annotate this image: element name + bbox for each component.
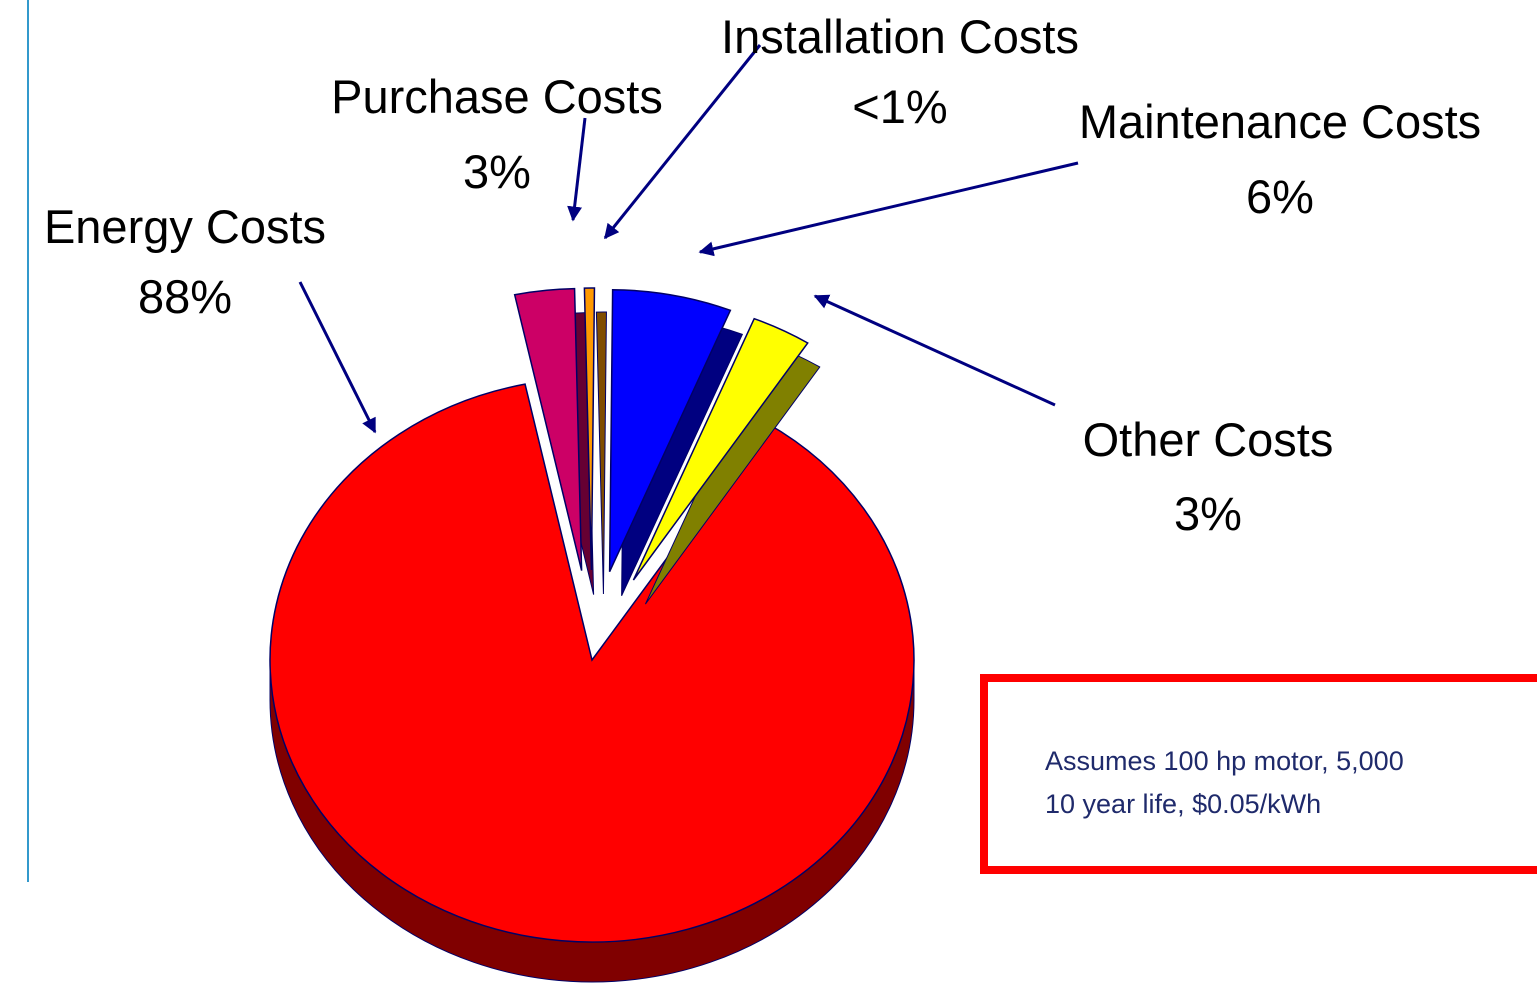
note-text: Assumes 100 hp motor, 5,000 — [1045, 746, 1404, 776]
slice — [608, 288, 732, 573]
arrow — [813, 294, 1056, 407]
arrow — [567, 117, 587, 222]
note-text: 10 year life, $0.05/kWh — [1045, 789, 1321, 819]
slice-label: Energy Costs — [44, 200, 326, 253]
slice — [583, 287, 596, 571]
slice — [513, 287, 583, 571]
arrow — [298, 281, 377, 434]
arrows — [298, 44, 1079, 434]
slice-label: Installation Costs — [721, 10, 1079, 63]
note-box — [980, 674, 1537, 874]
arrow — [603, 44, 762, 240]
slice-label: Other Costs — [1083, 413, 1334, 466]
value-label: 88% — [138, 270, 232, 323]
value-label: 3% — [1174, 487, 1242, 540]
value-label: 6% — [1246, 170, 1314, 223]
pie — [269, 287, 915, 983]
slice-label: Purchase Costs — [331, 70, 663, 123]
value-label: 3% — [463, 145, 531, 198]
slice — [269, 383, 915, 943]
arrow — [698, 161, 1079, 257]
slice-label: Maintenance Costs — [1079, 95, 1481, 148]
slice-side — [595, 311, 607, 595]
value-label: <1% — [852, 80, 947, 133]
slice — [632, 317, 809, 581]
